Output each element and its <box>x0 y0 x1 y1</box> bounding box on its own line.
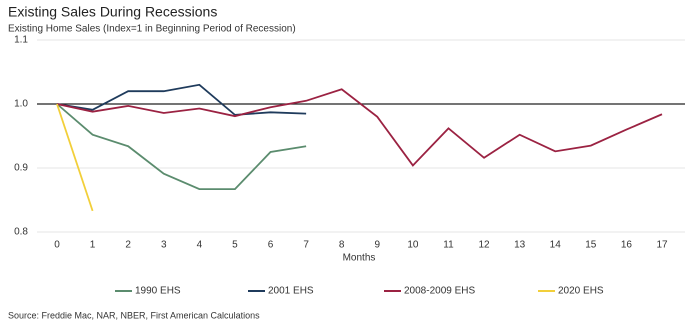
x-tick-label: 3 <box>161 240 167 251</box>
x-tick-label: 8 <box>339 240 345 251</box>
y-tick-label: 0.8 <box>14 227 28 238</box>
x-tick-label: 6 <box>268 240 274 251</box>
y-tick-label: 1.0 <box>14 99 28 110</box>
x-tick-label: 16 <box>621 240 633 251</box>
x-tick-label: 0 <box>54 240 60 251</box>
x-tick-label: 17 <box>656 240 668 251</box>
y-tick-label: 0.9 <box>14 163 28 174</box>
x-tick-label: 5 <box>232 240 238 251</box>
legend-label: 2020 EHS <box>558 286 604 297</box>
series-line <box>56 103 307 191</box>
chart-subtitle: Existing Home Sales (Index=1 in Beginnin… <box>8 24 296 35</box>
legend-label: 2001 EHS <box>268 286 314 297</box>
legend-label: 1990 EHS <box>135 286 181 297</box>
x-tick-label: 12 <box>478 240 490 251</box>
x-tick-label: 14 <box>550 240 562 251</box>
x-tick-label: 4 <box>197 240 203 251</box>
x-tick-label: 15 <box>585 240 597 251</box>
x-tick-label: 10 <box>407 240 419 251</box>
series-line <box>56 83 307 116</box>
x-tick-label: 1 <box>90 240 96 251</box>
series-line <box>56 103 94 212</box>
x-tick-label: 11 <box>443 240 454 251</box>
legend-label: 2008-2009 EHS <box>404 286 475 297</box>
x-tick-label: 7 <box>303 240 309 251</box>
x-tick-label: 2 <box>125 240 131 251</box>
y-tick-label: 1.1 <box>14 35 28 46</box>
source-note: Source: Freddie Mac, NAR, NBER, First Am… <box>8 310 260 320</box>
x-tick-label: 13 <box>514 240 526 251</box>
x-tick-label: 9 <box>375 240 381 251</box>
chart-title: Existing Sales During Recessions <box>8 4 217 20</box>
series-line <box>56 88 663 167</box>
x-axis-label: Months <box>343 253 376 264</box>
